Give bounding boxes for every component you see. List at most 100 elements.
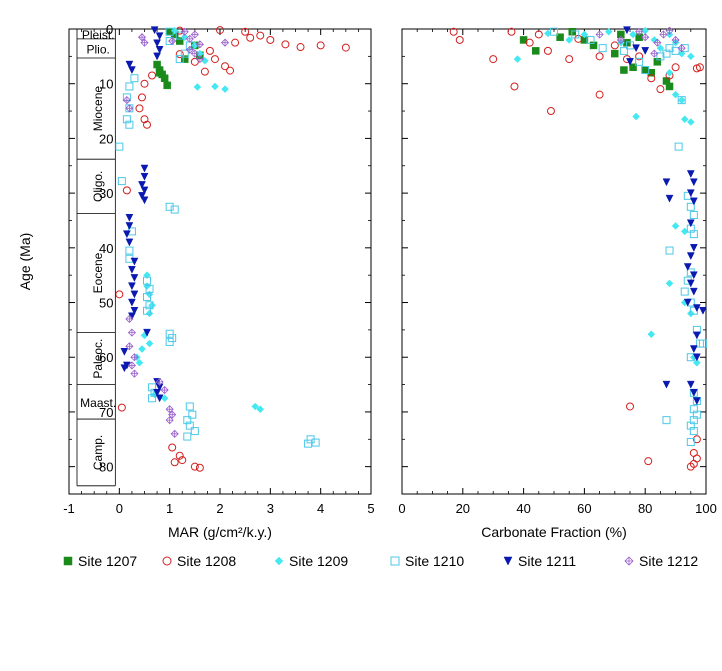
data-point: [698, 339, 707, 348]
data-point: [183, 432, 192, 441]
data-point: [137, 93, 146, 102]
data-point: [130, 306, 139, 315]
data-point: [556, 33, 564, 41]
data-point: [143, 293, 152, 302]
data-point: [281, 40, 290, 49]
data-point: [507, 27, 516, 36]
data-point: [532, 47, 540, 55]
data-point: [125, 82, 134, 91]
data-point: [165, 329, 174, 338]
legend-label: Site 1211: [518, 553, 576, 569]
data-point: [137, 33, 147, 42]
data-point: [550, 27, 558, 36]
data-point: [205, 46, 214, 55]
series-site-1208: [449, 27, 704, 471]
x-axis-label: MAR (g/cm²/k.y.): [168, 524, 272, 540]
plot-frame: [401, 28, 707, 495]
data-point: [122, 96, 131, 105]
data-point: [220, 38, 230, 47]
epoch-label: Camp.: [91, 435, 105, 470]
x-tick-label: 1: [166, 501, 173, 516]
epoch-label: Pleist.: [82, 28, 115, 42]
data-point: [513, 55, 522, 63]
legend-marker: [274, 556, 284, 566]
data-point: [115, 290, 124, 299]
data-point: [534, 30, 543, 39]
data-point: [647, 330, 656, 339]
data-point: [155, 69, 164, 77]
data-point: [241, 27, 250, 36]
y-tick-label: 30: [99, 186, 113, 201]
data-point: [216, 26, 224, 35]
data-point: [623, 26, 631, 35]
data-point: [165, 337, 174, 346]
series-site-1210: [550, 27, 707, 447]
x-tick-label: 100: [695, 501, 717, 516]
data-point: [117, 177, 126, 186]
data-point: [546, 107, 555, 116]
data-point: [125, 104, 134, 113]
data-point: [662, 380, 671, 389]
data-point: [221, 85, 229, 94]
data-point: [128, 66, 136, 75]
x-tick-label: 0: [116, 501, 123, 516]
data-point: [525, 38, 534, 47]
data-point: [626, 58, 634, 66]
data-point: [266, 35, 275, 44]
carbonate-panel: 0 20 40 60 80 100 Carbonate Fraction (%): [398, 26, 717, 540]
data-point: [183, 416, 192, 425]
data-point: [644, 457, 653, 466]
data-point: [671, 46, 680, 55]
series-site-1208: [115, 26, 350, 472]
data-point: [165, 27, 174, 36]
data-point: [168, 410, 177, 419]
data-point: [160, 385, 169, 395]
data-point: [125, 342, 134, 351]
data-point: [226, 66, 235, 75]
data-point: [170, 458, 179, 467]
data-point: [665, 279, 674, 288]
data-point: [665, 68, 674, 77]
x-tick-label: 4: [317, 501, 324, 516]
data-point: [181, 55, 189, 63]
data-point: [165, 416, 174, 425]
data-point: [656, 44, 665, 53]
data-point: [686, 438, 695, 447]
data-point: [190, 49, 199, 58]
data-point: [692, 304, 701, 313]
data-point: [195, 463, 204, 472]
y-tick-label: 0: [106, 22, 113, 37]
data-point: [598, 44, 607, 53]
plot-frame: [68, 28, 372, 495]
x-tick-label: 20: [456, 501, 470, 516]
y-axis-label: Age (Ma): [17, 233, 33, 291]
data-point: [304, 439, 313, 448]
legend-marker: [503, 556, 513, 566]
data-point: [140, 38, 149, 47]
x-tick-label: 60: [577, 501, 591, 516]
data-point: [610, 41, 619, 50]
data-point: [251, 402, 260, 411]
data-point: [689, 244, 698, 252]
data-point: [662, 416, 671, 425]
data-point: [689, 448, 698, 457]
data-point: [127, 361, 136, 370]
data-point: [145, 309, 154, 318]
data-point: [699, 306, 707, 315]
data-point: [168, 36, 177, 46]
data-point: [635, 27, 644, 36]
data-point: [150, 26, 159, 35]
data-point: [686, 202, 695, 211]
data-point: [653, 38, 662, 47]
data-point: [153, 39, 161, 48]
data-point: [316, 41, 325, 50]
data-point: [686, 252, 695, 261]
data-point: [185, 45, 194, 54]
data-point: [221, 62, 230, 71]
data-point: [632, 112, 640, 121]
legend-marker: [162, 556, 172, 566]
data-point: [647, 69, 656, 77]
epoch-label: Miocene: [91, 86, 105, 132]
data-point: [231, 38, 240, 47]
epoch-label: Oligo.: [91, 171, 105, 202]
